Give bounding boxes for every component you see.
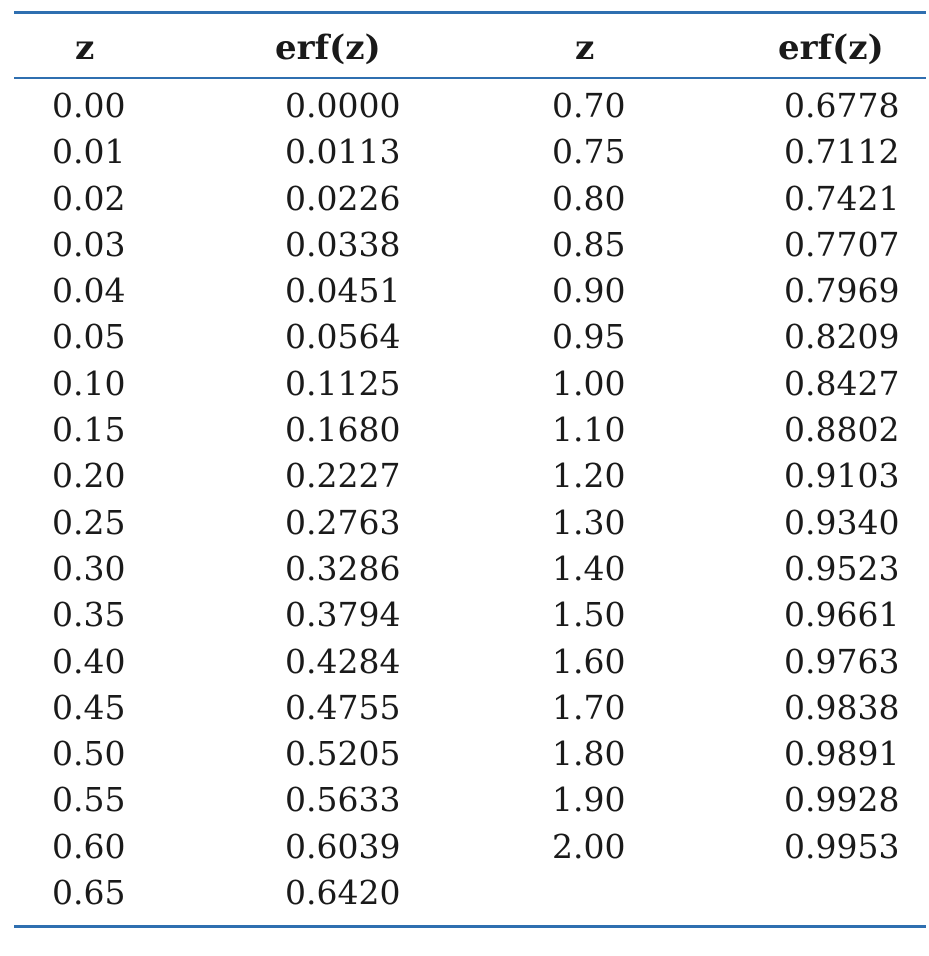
cell-z-left: 0.15 — [52, 410, 126, 450]
cell-erf-left: 0.3794 — [285, 595, 401, 635]
table-bottom-rule — [14, 925, 926, 928]
cell-z-left: 0.05 — [52, 317, 126, 357]
cell-z-right: 0.70 — [552, 86, 626, 125]
cell-erf-left: 0.0451 — [285, 271, 401, 311]
cell-erf-right: 0.8427 — [784, 363, 900, 403]
table-row: 0.04 0.0451 0.90 0.7969 — [0, 268, 929, 314]
header-erf-right: erf(z) — [778, 28, 884, 68]
table-row: 0.40 0.4284 1.60 0.9763 — [0, 639, 929, 685]
cell-z-right: 1.20 — [552, 456, 626, 496]
header-erf-left: erf(z) — [275, 28, 381, 68]
cell-z-right: 1.80 — [552, 734, 626, 774]
cell-erf-right: 0.9928 — [784, 780, 900, 820]
cell-z-right: 1.50 — [552, 595, 626, 635]
header-z-left: z — [75, 28, 95, 68]
table-row: 0.65 0.6420 — [0, 870, 929, 916]
table-row: 0.02 0.0226 0.80 0.7421 — [0, 176, 929, 222]
cell-erf-left: 0.5633 — [285, 780, 401, 820]
table-row: 0.50 0.5205 1.80 0.9891 — [0, 731, 929, 777]
cell-erf-right: 0.7707 — [784, 224, 900, 264]
table-row: 0.60 0.6039 2.00 0.9953 — [0, 824, 929, 870]
cell-z-left: 0.01 — [52, 132, 126, 172]
cell-erf-right: 0.9661 — [784, 595, 900, 635]
cell-z-right: 2.00 — [552, 826, 626, 866]
cell-z-right: 0.75 — [552, 132, 626, 172]
cell-erf-right: 0.8209 — [784, 317, 900, 357]
cell-erf-right: 0.9523 — [784, 548, 900, 588]
cell-erf-right: 0.9340 — [784, 502, 900, 542]
cell-z-left: 0.30 — [52, 548, 126, 588]
cell-erf-left: 0.2227 — [285, 456, 401, 496]
table-header: z erf(z) z erf(z) — [0, 23, 929, 73]
table-row: 0.25 0.2763 1.30 0.9340 — [0, 500, 929, 546]
cell-erf-right: 0.8802 — [784, 410, 900, 450]
cell-z-left: 0.65 — [52, 873, 126, 913]
table-row: 0.30 0.3286 1.40 0.9523 — [0, 546, 929, 592]
cell-z-left: 0.35 — [52, 595, 126, 635]
cell-z-right: 0.90 — [552, 271, 626, 311]
table-row: 0.03 0.0338 0.85 0.7707 — [0, 222, 929, 268]
cell-erf-left: 0.6039 — [285, 826, 401, 866]
cell-erf-left: 0.5205 — [285, 734, 401, 774]
header-divider-rule — [14, 77, 926, 79]
cell-erf-left: 0.6420 — [285, 873, 401, 913]
cell-erf-left: 0.1680 — [285, 410, 401, 450]
table-row: 0.05 0.0564 0.95 0.8209 — [0, 314, 929, 360]
cell-z-right: 1.00 — [552, 363, 626, 403]
cell-erf-right: 0.9763 — [784, 641, 900, 681]
header-z-right: z — [575, 28, 595, 68]
table-row: 0.45 0.4755 1.70 0.9838 — [0, 685, 929, 731]
cell-erf-left: 0.3286 — [285, 548, 401, 588]
table-body: 0.00 0.0000 0.70 0.6778 0.01 0.0113 0.75 0.7112… — [0, 83, 929, 916]
table-row: 0.55 0.5633 1.90 0.9928 — [0, 777, 929, 823]
table-row: 0.35 0.3794 1.50 0.9661 — [0, 592, 929, 638]
table-row: 0.10 0.1125 1.00 0.8427 — [0, 361, 929, 407]
table-row: 0.15 0.1680 1.10 0.8802 — [0, 407, 929, 453]
cell-z-left: 0.45 — [52, 687, 126, 727]
cell-erf-left: 0.0226 — [285, 178, 401, 218]
cell-erf-left: 0.4284 — [285, 641, 401, 681]
cell-z-left: 0.50 — [52, 734, 126, 774]
cell-erf-right: 0.9891 — [784, 734, 900, 774]
cell-z-left: 0.60 — [52, 826, 126, 866]
cell-z-right: 1.40 — [552, 548, 626, 588]
cell-z-right: 0.95 — [552, 317, 626, 357]
table-top-rule — [14, 11, 926, 14]
cell-z-left: 0.04 — [52, 271, 126, 311]
cell-z-right: 1.10 — [552, 410, 626, 450]
cell-z-left: 0.02 — [52, 178, 126, 218]
cell-z-left: 0.40 — [52, 641, 126, 681]
table-row: 0.20 0.2227 1.20 0.9103 — [0, 453, 929, 499]
cell-z-left: 0.25 — [52, 502, 126, 542]
cell-z-right: 0.80 — [552, 178, 626, 218]
cell-erf-left: 0.0564 — [285, 317, 401, 357]
cell-z-right: 0.85 — [552, 224, 626, 264]
cell-z-left: 0.03 — [52, 224, 126, 264]
table-row: 0.00 0.0000 0.70 0.6778 — [0, 83, 929, 129]
cell-erf-right: 0.6778 — [784, 86, 900, 125]
cell-erf-right: 0.9838 — [784, 687, 900, 727]
cell-erf-right: 0.9953 — [784, 826, 900, 866]
cell-z-left: 0.55 — [52, 780, 126, 820]
cell-erf-left: 0.2763 — [285, 502, 401, 542]
cell-erf-left: 0.0113 — [285, 132, 401, 172]
cell-erf-left: 0.0338 — [285, 224, 401, 264]
table-row: 0.01 0.0113 0.75 0.7112 — [0, 129, 929, 175]
cell-z-right: 1.90 — [552, 780, 626, 820]
cell-erf-left: 0.4755 — [285, 687, 401, 727]
cell-erf-right: 0.7112 — [784, 132, 900, 172]
cell-z-left: 0.20 — [52, 456, 126, 496]
cell-erf-left: 0.1125 — [285, 363, 401, 403]
cell-z-left: 0.00 — [52, 86, 126, 125]
cell-erf-right: 0.7969 — [784, 271, 900, 311]
cell-z-right: 1.70 — [552, 687, 626, 727]
cell-z-right: 1.60 — [552, 641, 626, 681]
cell-erf-right: 0.7421 — [784, 178, 900, 218]
cell-erf-right: 0.9103 — [784, 456, 900, 496]
cell-z-left: 0.10 — [52, 363, 126, 403]
cell-erf-left: 0.0000 — [285, 86, 401, 125]
cell-z-right: 1.30 — [552, 502, 626, 542]
